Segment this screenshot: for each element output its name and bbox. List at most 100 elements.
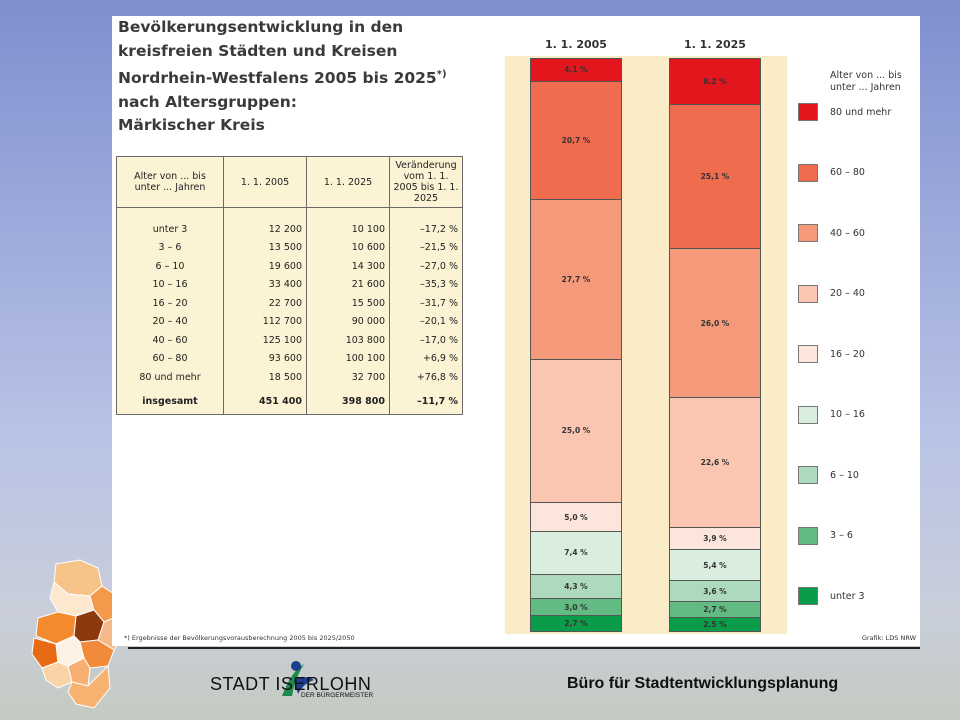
change-cell: –35,3 % <box>389 275 463 294</box>
value-2005-cell: 12 200 <box>223 207 307 239</box>
age-cell: 40 – 60 <box>116 331 224 350</box>
stacked-bar-2025: 8,2 % 25,1 % 26,0 % 22,6 % 3,9 % 5,4 % 3,6 % 2,… <box>669 58 761 632</box>
legend-title: Alter von ... bis unter ... Jahren <box>830 70 902 93</box>
legend-swatch <box>798 587 818 605</box>
change-cell: –27,0 % <box>389 257 463 276</box>
legend-swatch <box>798 103 818 121</box>
change-cell: –11,7 % <box>389 386 463 415</box>
bar-segment-label: 7,4 % <box>564 548 588 558</box>
value-2005-cell: 13 500 <box>223 238 307 257</box>
legend-item: 16 – 20 <box>798 344 865 364</box>
stacked-bar-2005: 4,1 % 20,7 % 27,7 % 25,0 % 5,0 % 7,4 % 4,3 % 3,… <box>530 58 622 632</box>
bar-segment-label: 25,0 % <box>561 426 591 436</box>
legend-label: 6 – 10 <box>830 469 859 481</box>
table-header-change: Veränderung vom 1. 1. 2005 bis 1. 1. 202… <box>389 156 463 208</box>
value-2025-cell: 398 800 <box>306 386 390 415</box>
change-cell: –31,7 % <box>389 294 463 313</box>
table-header-2025: 1. 1. 2025 <box>306 156 390 208</box>
age-cell: 16 – 20 <box>116 294 224 313</box>
bar-segment-label: 2,7 % <box>703 604 727 614</box>
bar-segment-label: 20,7 % <box>561 136 591 145</box>
value-2025-cell: 32 700 <box>306 368 390 387</box>
bar-segment-label: 26,0 % <box>700 318 730 328</box>
bar-segment-label: 22,6 % <box>700 458 730 468</box>
value-2025-cell: 100 100 <box>306 349 390 368</box>
legend-swatch <box>798 224 818 242</box>
iserlohn-logo-icon <box>282 661 314 696</box>
bar-segment: 26,0 % <box>669 249 761 399</box>
bar-segment-label: 3,6 % <box>703 586 727 596</box>
change-cell: +6,9 % <box>389 349 463 368</box>
bar-segment-label: 8,2 % <box>703 77 727 87</box>
bar-segment-label: 4,1 % <box>564 65 588 75</box>
legend-item: 80 und mehr <box>798 102 891 122</box>
legend-label: 40 – 60 <box>830 227 865 239</box>
change-cell: –17,0 % <box>389 331 463 350</box>
logo-text: STADT ISERLOHN <box>210 674 372 694</box>
department-name: Büro für Stadtentwicklungsplanung <box>567 675 839 692</box>
slide-panel: Bevölkerungsentwicklung in den kreisfrei… <box>112 16 920 646</box>
title-line-5: Märkischer Kreis <box>118 116 265 135</box>
bar-segment-label: 2,7 % <box>564 619 588 629</box>
value-2025-cell: 10 100 <box>306 207 390 239</box>
chart-title: Bevölkerungsentwicklung in den kreisfrei… <box>118 16 478 138</box>
bar-segment-label: 3,0 % <box>564 602 588 612</box>
legend-swatch <box>798 466 818 484</box>
legend-swatch <box>798 526 818 545</box>
bar-segment: 2,7 % <box>669 602 761 618</box>
value-2025-cell: 21 600 <box>306 275 390 294</box>
title-line-1: Bevölkerungsentwicklung in den <box>118 18 404 36</box>
value-2005-cell: 22 700 <box>223 294 307 313</box>
value-2005-cell: 125 100 <box>223 331 307 350</box>
table-header-row: Alter von ... bis unter ... Jahren 1. 1.… <box>116 156 463 208</box>
bar-segment: 8,2 % <box>669 58 761 106</box>
footnote: *) Ergebnisse der Bevölkerungsvorausbere… <box>124 634 355 642</box>
value-2005-cell: 451 400 <box>223 386 307 415</box>
bar-segment: 2,5 % <box>669 617 761 632</box>
bar-segment: 22,6 % <box>669 398 761 529</box>
legend-label: 10 – 16 <box>830 409 865 420</box>
legend-label: 60 – 80 <box>830 167 865 178</box>
title-line-3-text: Nordrhein-Westfalens 2005 bis 2025 <box>118 69 437 88</box>
bar-segment: 5,4 % <box>669 550 761 582</box>
legend-swatch <box>798 284 818 303</box>
bar-segment: 25,1 % <box>669 105 761 250</box>
bar-segment: 5,0 % <box>530 503 622 532</box>
bar-segment-label: 5,4 % <box>703 560 727 570</box>
footer-rule <box>128 647 920 649</box>
bar-segment: 4,3 % <box>530 574 622 600</box>
change-cell: –20,1 % <box>389 312 463 331</box>
legend-swatch <box>798 405 818 424</box>
bar-segment-label: 5,0 % <box>564 512 588 522</box>
table-row: 60 – 80 93 600 100 100 +6,9 % <box>116 349 463 368</box>
bar-header-2025: 1. 1. 2025 <box>684 38 746 51</box>
legend-item: 60 – 80 <box>798 163 865 183</box>
legend-label: unter 3 <box>830 590 865 602</box>
change-cell: –21,5 % <box>389 238 463 257</box>
age-cell: 80 und mehr <box>116 368 224 387</box>
value-2025-cell: 10 600 <box>306 238 390 257</box>
population-table: Alter von ... bis unter ... Jahren 1. 1.… <box>116 156 463 415</box>
bar-header-2005: 1. 1. 2005 <box>545 38 607 51</box>
table-header-2005: 1. 1. 2005 <box>223 156 307 208</box>
table-header-age: Alter von ... bis unter ... Jahren <box>116 156 224 208</box>
bar-segment: 27,7 % <box>530 200 622 360</box>
bar-segment-label: 4,3 % <box>564 581 588 591</box>
legend-label: 80 und mehr <box>830 106 892 118</box>
table-row: 10 – 16 33 400 21 600 –35,3 % <box>116 275 463 294</box>
legend-label: 20 – 40 <box>830 288 865 299</box>
bar-segment: 7,4 % <box>530 532 622 575</box>
change-cell: +76,8 % <box>389 368 463 387</box>
table-row: 80 und mehr 18 500 32 700 +76,8 % <box>116 368 463 387</box>
legend-item: 10 – 16 <box>798 405 865 425</box>
graphic-credit: Grafik: LDS NRW <box>861 634 916 642</box>
table-total-row: insgesamt 451 400 398 800 –11,7 % <box>116 386 463 415</box>
bar-segment: 25,0 % <box>530 359 622 504</box>
legend-swatch <box>798 163 818 182</box>
title-line-3: Nordrhein-Westfalens 2005 bis 2025*) <box>118 63 478 91</box>
legend-item: 3 – 6 <box>798 526 853 546</box>
change-cell: –17,2 % <box>389 207 463 239</box>
city-logo: STADT ISERLOHN DER BÜRGERMEISTER <box>210 656 410 704</box>
value-2025-cell: 90 000 <box>306 312 390 331</box>
table-row: 16 – 20 22 700 15 500 –31,7 % <box>116 294 463 313</box>
